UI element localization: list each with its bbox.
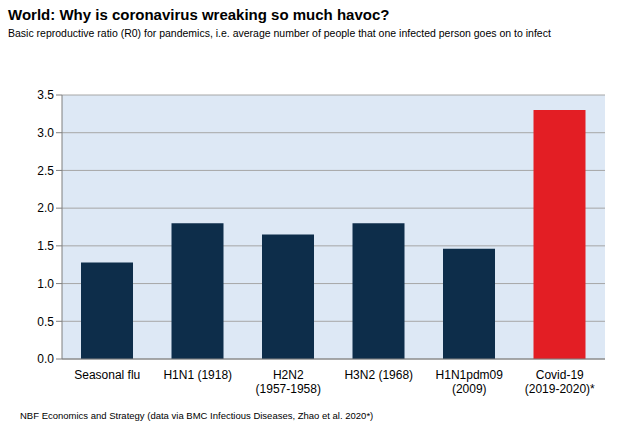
html-text:Basic reproductive ratio (R0): Basic reproductive ratio (R0) for pandem…	[8, 27, 551, 39]
svg-text:H2N2(1957-1958): H2N2(1957-1958)	[256, 368, 321, 396]
svg-text:Covid-19(2019-2020)*: Covid-19(2019-2020)*	[525, 368, 595, 396]
svg-text:Seasonal flu: Seasonal flu	[74, 368, 140, 382]
svg-text:3.5: 3.5	[37, 88, 54, 102]
svg-text:H3N2 (1968): H3N2 (1968)	[344, 368, 413, 382]
html-text:World: Why is coronavirus wrea: World: Why is coronavirus wreaking so mu…	[8, 6, 390, 23]
svg-text:2.0: 2.0	[37, 201, 54, 215]
svg-text:1.5: 1.5	[37, 239, 54, 253]
html-text:NBF Economics and Strategy (da: NBF Economics and Strategy (data via BMC…	[20, 410, 374, 421]
svg-text:1.0: 1.0	[37, 277, 54, 291]
svg-text:0.0: 0.0	[37, 352, 54, 366]
svg-text:2.5: 2.5	[37, 164, 54, 178]
svg-text:3.0: 3.0	[37, 126, 54, 140]
svg-text:0.5: 0.5	[37, 315, 54, 329]
svg-text:H1N1 (1918): H1N1 (1918)	[163, 368, 232, 382]
svg-text:H1N1pdm09(2009): H1N1pdm09(2009)	[436, 368, 504, 396]
